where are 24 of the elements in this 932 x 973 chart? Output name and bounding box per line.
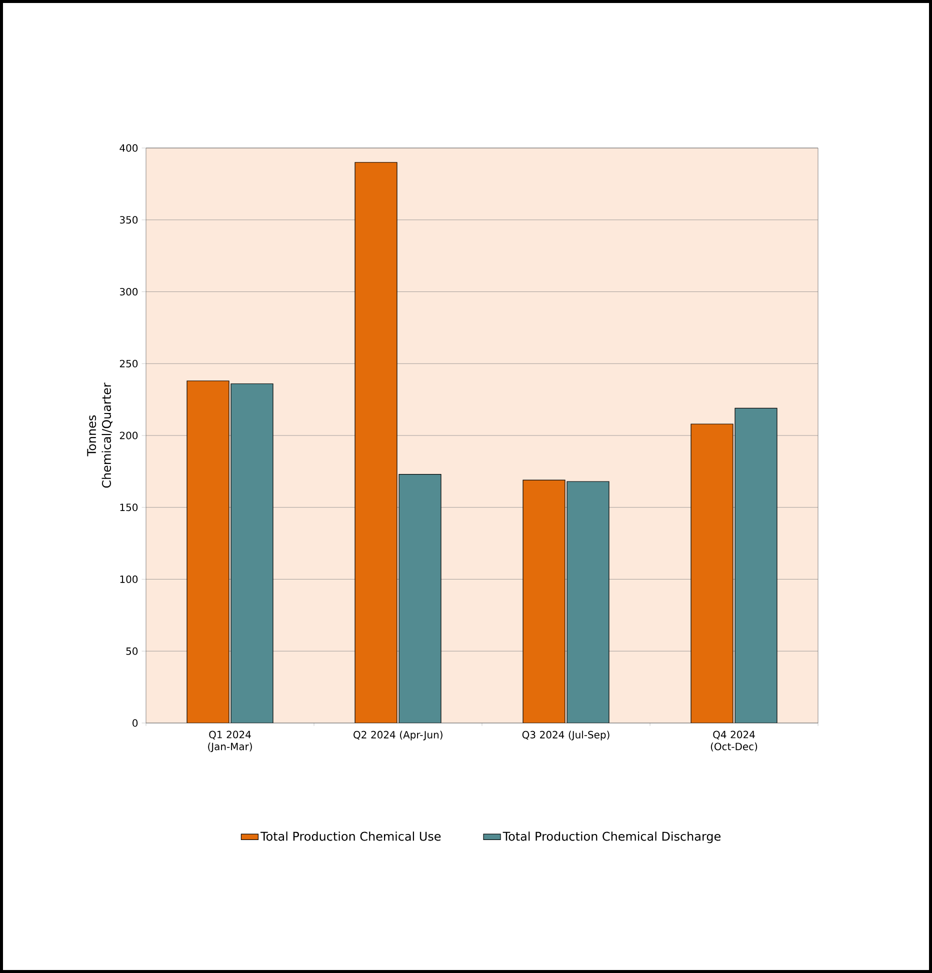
bar bbox=[690, 424, 734, 723]
bar bbox=[566, 481, 610, 723]
y-tick-label: 300 bbox=[120, 288, 138, 296]
y-tick-label: 200 bbox=[120, 432, 138, 440]
x-tick-label: Q2 2024 (Apr-Jun) bbox=[354, 730, 442, 740]
bar bbox=[354, 162, 398, 723]
legend-label: Total Production Chemical Discharge bbox=[502, 832, 721, 844]
bar bbox=[186, 380, 230, 723]
bar bbox=[522, 480, 566, 723]
y-tick-label: 250 bbox=[120, 360, 138, 368]
y-tick-label: 100 bbox=[120, 575, 138, 584]
x-tick-label: Q4 2024 (Oct-Dec) bbox=[710, 730, 758, 752]
bar bbox=[398, 474, 442, 723]
y-tick-label: 150 bbox=[120, 504, 138, 512]
bar bbox=[230, 383, 274, 723]
legend-label: Total Production Chemical Use bbox=[260, 832, 441, 841]
y-axis-title: Tonnes Chemical/Quarter bbox=[87, 382, 112, 488]
y-tick-label: 0 bbox=[132, 719, 138, 727]
x-tick-label: Q1 2024 (Jan-Mar) bbox=[208, 730, 252, 752]
y-tick-label: 350 bbox=[120, 216, 138, 224]
x-tick-label: Q3 2024 (Jul-Sep) bbox=[522, 730, 610, 740]
bar bbox=[734, 408, 778, 723]
y-tick-label: 50 bbox=[126, 647, 138, 655]
y-tick-label: 400 bbox=[120, 144, 138, 152]
